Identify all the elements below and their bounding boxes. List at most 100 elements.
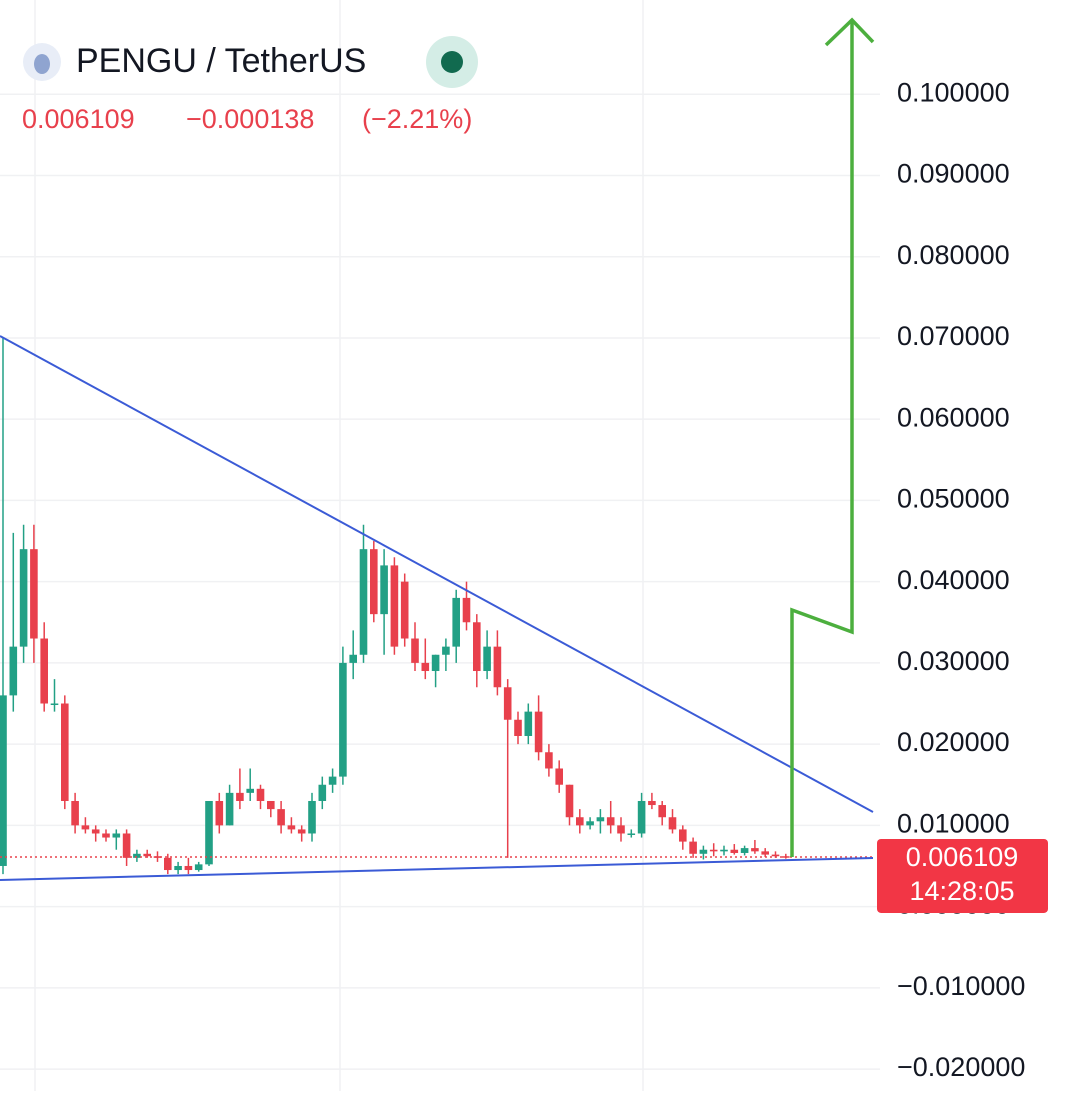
candle-body [761,851,769,855]
candle-body [205,800,213,865]
candle-body [534,711,543,753]
candle-body [699,849,708,854]
candle-body [339,662,347,777]
candle-body [524,711,533,736]
candle-body [349,654,357,663]
y-tick-label: 0.050000 [897,484,1010,514]
y-tick-label: 0.030000 [897,646,1010,676]
candle-body [318,784,327,801]
candle-body [740,848,749,853]
candle-body [256,788,265,801]
candle-body [473,622,481,672]
candle-body [586,821,594,826]
candle-body [50,703,59,706]
candle-body [771,854,780,857]
last-price-badge [877,838,1048,913]
candle-body [431,654,440,672]
candle-body [153,856,162,858]
candle-body [596,817,605,822]
y-tick-label: 0.070000 [897,321,1010,351]
candle-body [483,646,491,672]
candle-body [606,817,615,826]
symbol-title[interactable]: PENGU / TetherUS [76,42,366,80]
candle-body [720,849,728,852]
candle-body [102,833,110,838]
candle-body [287,825,296,830]
header-change: −0.000138 [186,104,314,134]
candle-body [462,597,471,623]
candle-body [390,565,399,647]
y-tick-label: 0.080000 [897,240,1010,270]
candle-body [61,703,69,801]
candle-body [236,792,244,801]
candle-body [637,800,646,834]
candle-body [184,865,193,871]
candle-body [81,825,90,830]
projection-arrow-head [824,17,875,47]
candle-body [370,549,378,615]
candle-body [709,849,718,852]
candle-body [565,784,574,818]
candle-body [359,549,368,655]
candle-body [40,638,48,704]
candle-body [658,805,666,818]
y-tick-label: 0.010000 [897,808,1010,838]
header-change-percent: (−2.21%) [362,104,472,134]
candle-body [400,581,409,639]
countdown-label: 14:28:05 [909,876,1014,906]
projection-arrow [790,20,854,857]
candle-body [71,800,79,826]
candle-body [112,833,121,838]
candle-body [617,825,625,834]
header: PENGU / TetherUS 0.006109 −0.000138 (−2.… [22,36,478,134]
y-tick-label: 0.100000 [897,77,1010,107]
trend-line [0,857,874,881]
candle-body [0,695,7,866]
candle-body [194,864,203,871]
candle-body [225,792,234,826]
candle-body [452,597,460,647]
candle-body [627,833,636,835]
y-tick-label: −0.020000 [897,1052,1025,1082]
candle-body [442,646,450,655]
candle-body [493,646,502,688]
candle-body [576,817,584,826]
candle-body [122,833,131,858]
candle-body [133,853,141,858]
candle-body [9,646,18,696]
y-axis: −0.020000−0.0100000.0000000.0100000.0200… [877,77,1048,1082]
candle-body [380,565,388,615]
y-tick-label: 0.040000 [897,565,1010,595]
candle-body [297,829,306,834]
candle-body [730,849,739,853]
candle-body [503,687,512,720]
candles [0,337,873,875]
y-tick-label: −0.010000 [897,971,1025,1001]
candle-body [421,662,430,672]
candle-body [689,841,697,854]
trend-line [0,335,874,813]
candle-body [648,800,656,806]
candle-body [277,809,285,826]
candle-body [246,788,254,793]
last-price-label: 0.006109 [906,842,1019,872]
candle-body [679,829,687,842]
y-tick-label: 0.060000 [897,402,1010,432]
candle-body [30,549,38,639]
candle-body [751,848,759,852]
y-tick-label: 0.090000 [897,159,1010,189]
candle-body [164,857,172,871]
candle-body [267,800,275,810]
candle-body [308,800,316,834]
coin-logo-icon [34,54,50,74]
candle-body [668,817,677,830]
candle-body [19,549,28,647]
candle-body [91,829,100,834]
candle-body [555,768,563,785]
grid [0,0,880,1091]
header-price: 0.006109 [22,104,135,134]
y-tick-label: 0.020000 [897,727,1010,757]
status-dot [441,51,463,73]
